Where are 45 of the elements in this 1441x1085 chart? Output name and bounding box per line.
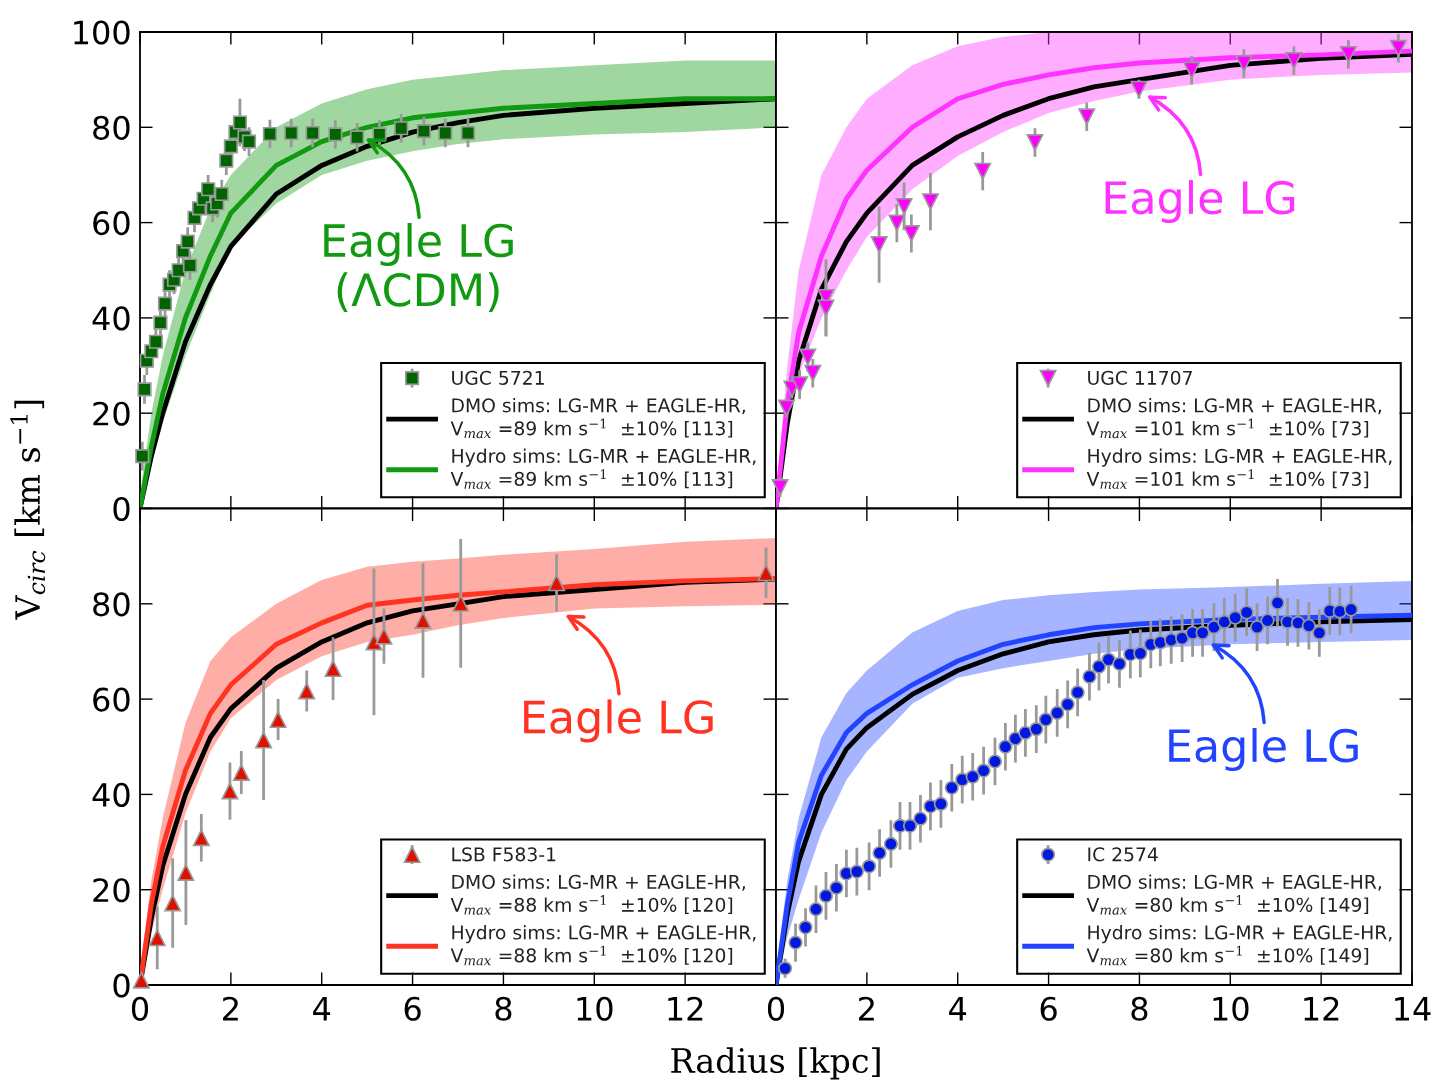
text: DMO sims: LG-MR + EAGLE-HR, V$_{max}$ =101 km s$^{−1}$ ±10% [73] [1086, 397, 1381, 439]
y-tick-label: 40 [92, 306, 130, 331]
x-tick-label: 4 [313, 997, 331, 1021]
y-tick-label: 80 [93, 115, 130, 140]
x-tick-label: 12 [668, 996, 703, 1021]
text: DMO sims: LG-MR + EAGLE-HR, V$_{max}$ =89 km s$^{−1}$ ±10% [113] [450, 397, 745, 439]
legend-label: IC 2574 [1088, 847, 1158, 862]
y-tick-label: 20 [93, 401, 130, 426]
y-axis-title: V$_{circ}$ [km s$^{−1}$] [10, 400, 46, 620]
legend-label: UGC 11707 [1088, 370, 1192, 385]
y-tick-label: 20 [93, 878, 130, 903]
annotation: Eagle LG [324, 222, 513, 266]
y-tick-label: 40 [92, 782, 130, 807]
x-axis-title: Radius [kpc] [671, 1047, 880, 1080]
y-tick-label: 0 [113, 973, 130, 998]
x-tick-label: 6 [1040, 996, 1057, 1021]
y-tick-label: 100 [74, 20, 130, 45]
y-tick-label: 0 [113, 496, 130, 522]
legend-label: LSB F583-1 [452, 847, 556, 862]
y-tick-label: 60 [93, 211, 130, 236]
y-tick-label: 60 [93, 687, 130, 712]
x-tick-label: 10 [1213, 996, 1249, 1021]
text: Hydro sims: LG-MR + EAGLE-HR, V$_{max}$ =101 km s$^{−1}$ ±10% [73] [1086, 448, 1392, 489]
annotation: Eagle LG [524, 699, 713, 743]
legend-label: UGC 5721 [452, 370, 544, 385]
text: Hydro sims: LG-MR + EAGLE-HR, V$_{max}$ =89 km s$^{−1}$ ±10% [113] [450, 448, 756, 489]
x-tick-label: 4 [949, 997, 967, 1021]
text: Hydro sims: LG-MR + EAGLE-HR, V$_{max}$ =88 km s$^{−1}$ ±10% [120] [450, 925, 756, 966]
x-tick-label: 8 [495, 996, 512, 1021]
text: DMO sims: LG-MR + EAGLE-HR, V$_{max}$ =80 km s$^{−1}$ ±10% [149] [1086, 874, 1381, 915]
x-tick-label: 2 [859, 996, 874, 1021]
annotation: Eagle LG [1169, 728, 1358, 772]
text: DMO sims: LG-MR + EAGLE-HR, V$_{max}$ =88 km s$^{−1}$ ±10% [120] [450, 874, 745, 915]
text: Hydro sims: LG-MR + EAGLE-HR, V$_{max}$ =80 km s$^{−1}$ ±10% [149] [1086, 925, 1392, 966]
x-tick-label: 2 [223, 996, 238, 1021]
annotation: Eagle LG [1105, 180, 1295, 224]
x-tick-label: 6 [404, 996, 421, 1021]
x-tick-label: 8 [1131, 996, 1148, 1021]
x-tick-label: 10 [577, 996, 613, 1021]
x-tick-label: 14 [1395, 997, 1431, 1021]
annotation: (ΛCDM) [337, 272, 499, 312]
x-tick-label: 0 [131, 996, 149, 1021]
x-tick-label: 0 [767, 996, 785, 1021]
x-tick-label: 12 [1304, 996, 1339, 1021]
y-tick-label: 80 [93, 592, 130, 617]
